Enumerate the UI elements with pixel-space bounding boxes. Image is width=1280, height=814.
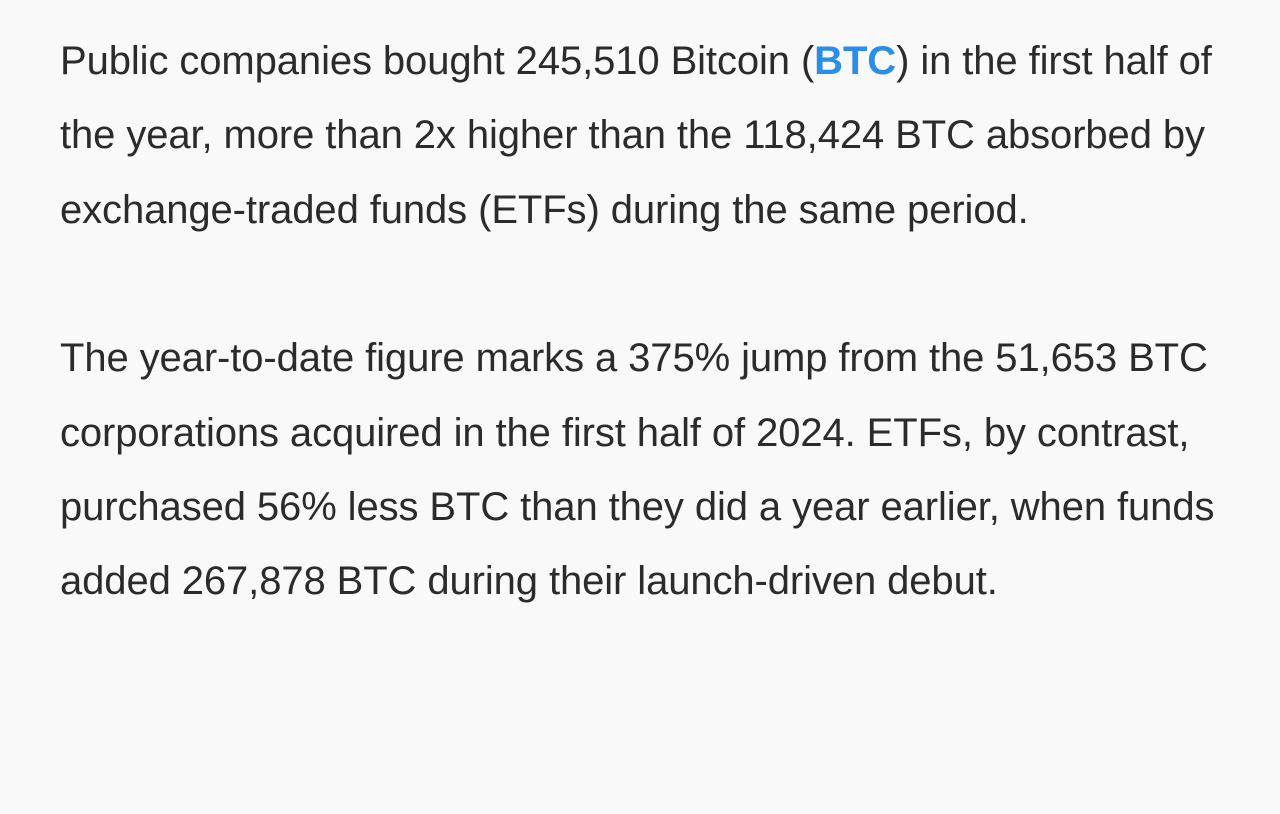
- paragraph-corporate-purchases: Public companies bought 245,510 Bitcoin …: [60, 24, 1240, 247]
- btc-ticker-link[interactable]: BTC: [814, 39, 897, 83]
- paragraph-year-comparison: The year-to-date figure marks a 375% jum…: [60, 336, 1215, 604]
- paragraph-1-text-start: Public companies bought 245,510 Bitcoin …: [60, 39, 815, 83]
- article-body: Public companies bought 245,510 Bitcoin …: [60, 24, 1240, 619]
- paragraph-1-text-end: ) in the first half of the year, more th…: [60, 39, 1212, 232]
